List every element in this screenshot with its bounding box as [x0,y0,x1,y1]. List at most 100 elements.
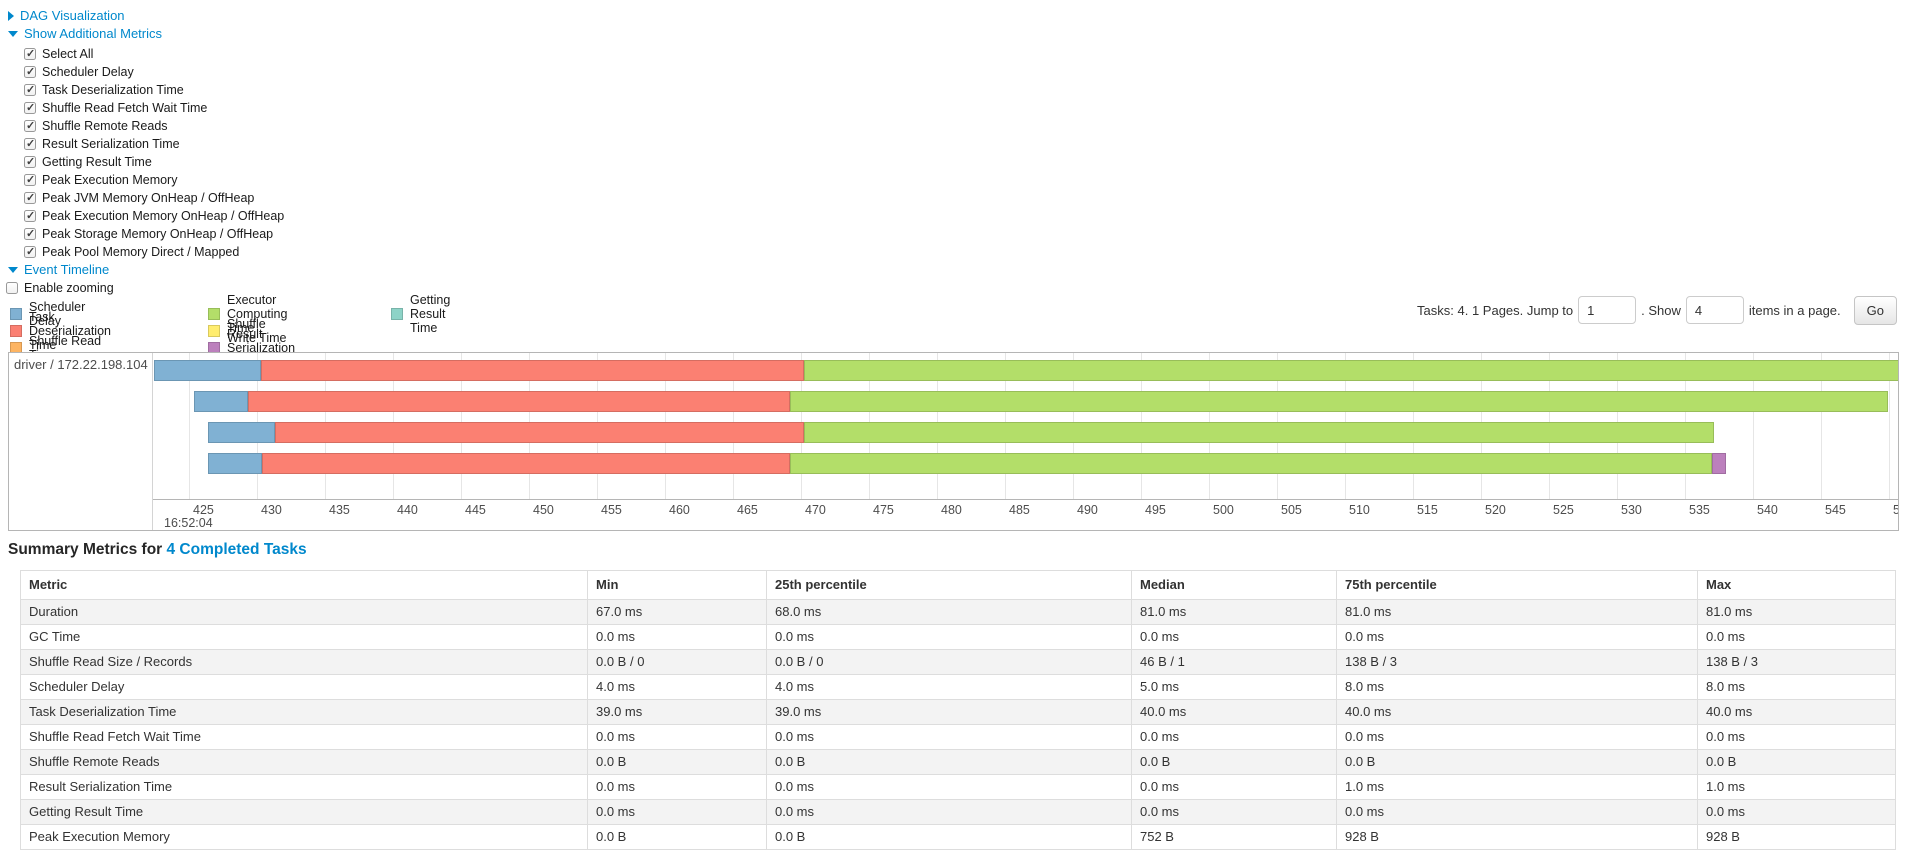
metric-checkbox-shuffle-remote-reads[interactable]: Shuffle Remote Reads [24,118,168,134]
column-header-metric: Metric [20,570,588,600]
caret-down-icon [8,266,18,273]
checkbox-icon[interactable] [24,119,36,132]
task-1-task-deserialization-bar[interactable] [247,391,791,412]
table-cell: 0.0 B [1697,749,1896,775]
metric-checkbox-select-all[interactable]: Select All [24,46,93,62]
column-header-max: Max [1697,570,1896,600]
axis-tick-label: 445 [465,503,486,517]
task-3-task-deserialization-bar[interactable] [262,453,791,474]
metric-checkbox-peak-execution-memory-onheap-offheap[interactable]: Peak Execution Memory OnHeap / OffHeap [24,208,284,224]
table-cell: 0.0 ms [1336,624,1698,650]
table-cell: 0.0 ms [1336,799,1698,825]
table-cell: Getting Result Time [20,799,588,825]
table-cell: 46 B / 1 [1131,649,1337,675]
task-2-task-deserialization-bar[interactable] [274,422,804,443]
task-0-executor-computing-bar[interactable] [803,360,1898,381]
metric-checkbox-peak-pool-memory-direct-mapped[interactable]: Peak Pool Memory Direct / Mapped [24,244,239,260]
checkbox-label: Getting Result Time [42,155,152,169]
table-cell: 928 B [1697,824,1896,850]
axis-tick-label: 460 [669,503,690,517]
completed-tasks-link[interactable]: 4 Completed Tasks [166,541,307,558]
enable-zooming-checkbox[interactable] [6,282,18,294]
legend-item-shuffle-write: Shuffle Write Time [208,317,295,345]
checkbox-label: Peak Execution Memory [42,173,178,187]
items-per-page-input[interactable] [1685,296,1744,324]
executor-computing-swatch-icon [208,308,220,320]
table-cell: 752 B [1131,824,1337,850]
table-cell: 0.0 ms [766,624,1132,650]
checkbox-icon[interactable] [24,47,36,60]
axis-tick-label: 475 [873,503,894,517]
checkbox-icon[interactable] [24,245,36,258]
legend-label: Shuffle Write Time [227,317,287,345]
task-2-scheduler-delay-bar[interactable] [208,422,275,443]
checkbox-icon[interactable] [24,209,36,222]
axis-tick-label: 435 [329,503,350,517]
table-cell: Duration [20,599,588,625]
show-additional-metrics-toggle[interactable]: Show Additional Metrics [8,26,162,41]
dag-visualization-toggle[interactable]: DAG Visualization [8,8,125,23]
task-deserialization-swatch-icon [10,325,22,337]
task-1-executor-computing-bar[interactable] [790,391,1888,412]
table-cell: 0.0 ms [1131,774,1337,800]
jump-to-page-input[interactable] [1578,296,1637,324]
task-1-scheduler-delay-bar[interactable] [194,391,248,412]
metric-checkbox-getting-result-time[interactable]: Getting Result Time [24,154,152,170]
task-0-task-deserialization-bar[interactable] [261,360,804,381]
table-row-getting-result-time: Getting Result Time 0.0 ms 0.0 ms 0.0 ms 0.0… [20,799,1896,825]
dag-visualization-label: DAG Visualization [20,8,125,23]
metric-checkbox-peak-execution-memory[interactable]: Peak Execution Memory [24,172,177,188]
table-row-task-deserialization-time: Task Deserialization Time 39.0 ms 39.0 ms 4… [20,699,1896,725]
table-cell: Peak Execution Memory [20,824,588,850]
task-2-executor-computing-bar[interactable] [803,422,1714,443]
task-3-result-serialization-bar[interactable] [1712,453,1726,474]
table-cell: 68.0 ms [766,599,1132,625]
event-timeline-toggle[interactable]: Event Timeline [8,262,109,277]
table-cell: 0.0 ms [1697,724,1896,750]
checkbox-label: Peak JVM Memory OnHeap / OffHeap [42,191,255,205]
checkbox-icon[interactable] [24,101,36,114]
table-cell: 81.0 ms [1131,599,1337,625]
checkbox-icon[interactable] [24,155,36,168]
summary-table-head: Metric Min 25th percentile Median 75th perce… [20,570,1896,600]
task-3-scheduler-delay-bar[interactable] [208,453,263,474]
go-button[interactable]: Go [1853,295,1897,325]
table-cell: 5.0 ms [1131,674,1337,700]
legend-label: Executor Computing Time [227,293,288,335]
table-cell: 0.0 B [587,749,767,775]
metric-checkbox-scheduler-delay[interactable]: Scheduler Delay [24,64,134,80]
axis-tick-label: 510 [1349,503,1370,517]
metric-checkbox-result-serialization-time[interactable]: Result Serialization Time [24,136,180,152]
table-cell: 40.0 ms [1336,699,1698,725]
enable-zooming-checkbox-row[interactable]: Enable zooming [6,280,114,296]
task-0-scheduler-delay-bar[interactable] [153,360,262,381]
table-cell: 138 B / 3 [1336,649,1698,675]
show-text: . Show [1641,302,1681,318]
checkbox-label: Peak Execution Memory OnHeap / OffHeap [42,209,285,223]
axis-tick-label: 425 [193,503,214,517]
table-row-duration: Duration 67.0 ms 68.0 ms 81.0 ms 81.0 ms 81.0… [20,599,1896,625]
checkbox-icon[interactable] [24,65,36,78]
summary-metrics-table: Metric Min 25th percentile Median 75th perce… [20,570,1896,850]
metric-checkbox-task-deserialization-time[interactable]: Task Deserialization Time [24,82,184,98]
event-timeline-label: Event Timeline [24,262,110,277]
table-row-shuffle-read-size-records: Shuffle Read Size / Records 0.0 B / 0 0.0 … [20,649,1896,675]
legend-column: Getting Result Time [391,293,450,335]
checkbox-icon[interactable] [24,173,36,186]
metric-checkbox-peak-storage-memory-onheap-offheap[interactable]: Peak Storage Memory OnHeap / OffHeap [24,226,273,242]
checkbox-icon[interactable] [24,227,36,240]
legend-label: Task Deserialization Time [29,310,111,352]
checkbox-icon[interactable] [24,83,36,96]
axis-tick-label: 540 [1757,503,1778,517]
task-3-executor-computing-bar[interactable] [790,453,1713,474]
metric-checkbox-shuffle-read-fetch-wait-time[interactable]: Shuffle Read Fetch Wait Time [24,100,207,116]
checkbox-icon[interactable] [24,191,36,204]
axis-tick-label: 500 [1213,503,1234,517]
metric-checkbox-peak-jvm-memory-onheap-offheap[interactable]: Peak JVM Memory OnHeap / OffHeap [24,190,254,206]
axis-tick-label: 485 [1009,503,1030,517]
table-cell: 1.0 ms [1336,774,1698,800]
checkbox-label: Result Serialization Time [42,137,180,151]
table-cell: 0.0 B / 0 [766,649,1132,675]
checkbox-icon[interactable] [24,137,36,150]
